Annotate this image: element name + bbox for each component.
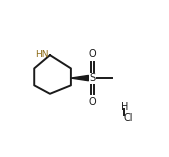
Text: O: O [89, 97, 96, 107]
Text: Cl: Cl [123, 113, 133, 123]
Text: H: H [121, 102, 128, 112]
Text: S: S [89, 73, 95, 83]
Text: HN: HN [35, 50, 48, 59]
Polygon shape [71, 75, 89, 81]
Text: O: O [89, 49, 96, 59]
